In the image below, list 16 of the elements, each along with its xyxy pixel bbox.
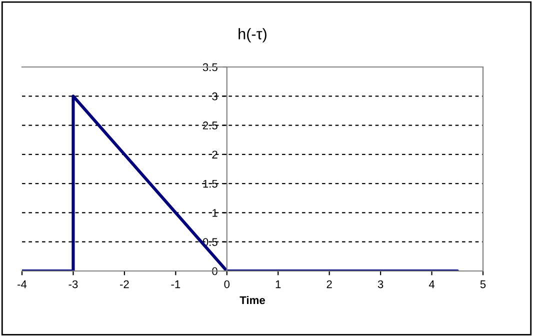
x-tick-label: -1 — [171, 280, 180, 288]
x-axis-title: Time — [240, 296, 265, 304]
x-tick-label: 1 — [276, 280, 281, 288]
x-tick-label: 3 — [378, 280, 384, 288]
y-tick-label: 2.5 — [202, 122, 218, 130]
x-tick-label: 0 — [224, 280, 230, 288]
chart-title: h(-τ) — [238, 28, 266, 42]
x-tick-label: 2 — [326, 280, 332, 288]
y-tick-label: 3 — [212, 92, 218, 100]
x-tick-label: -3 — [68, 280, 78, 288]
x-tick-label: 5 — [480, 280, 486, 288]
x-tick-label: -2 — [120, 280, 129, 288]
x-tick-label: 4 — [428, 280, 435, 288]
y-tick-label: 1 — [212, 209, 218, 217]
x-tick-label: -4 — [18, 280, 27, 288]
y-tick-label: 1.5 — [203, 180, 218, 188]
